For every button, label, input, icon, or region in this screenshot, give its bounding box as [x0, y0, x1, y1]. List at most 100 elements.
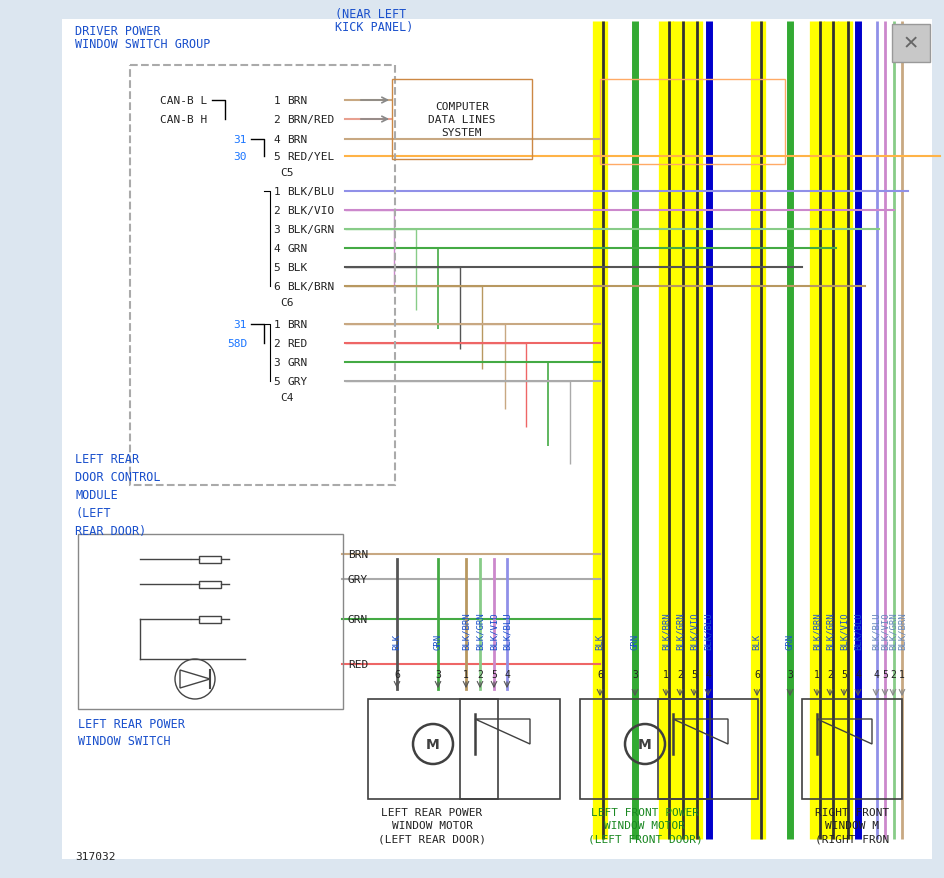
- Text: 3: 3: [273, 357, 279, 368]
- Text: 1: 1: [273, 320, 279, 329]
- Text: BLK/VIO: BLK/VIO: [689, 612, 698, 649]
- Text: 1: 1: [273, 96, 279, 106]
- Bar: [801, 699, 901, 799]
- Text: RED: RED: [347, 659, 368, 669]
- Text: BLK: BLK: [595, 633, 604, 649]
- Text: DRIVER POWER: DRIVER POWER: [75, 25, 160, 38]
- Text: CAN-B H: CAN-B H: [160, 115, 207, 125]
- Bar: [460, 699, 560, 799]
- Text: 5: 5: [491, 669, 497, 680]
- Text: BRN: BRN: [287, 135, 307, 145]
- Text: 1: 1: [273, 187, 279, 197]
- Bar: [891, 25, 929, 63]
- Bar: [130, 66, 395, 486]
- Text: GRN: GRN: [784, 633, 794, 649]
- Text: GRY: GRY: [347, 574, 368, 585]
- Text: (NEAR LEFT: (NEAR LEFT: [334, 8, 406, 21]
- Text: 3: 3: [273, 225, 279, 234]
- Text: C5: C5: [279, 168, 294, 178]
- Text: 5: 5: [840, 669, 846, 680]
- Text: 3: 3: [786, 669, 792, 680]
- Text: 4: 4: [854, 669, 860, 680]
- Text: GRN: GRN: [630, 633, 639, 649]
- Text: LEFT REAR POWER
WINDOW MOTOR
(LEFT REAR DOOR): LEFT REAR POWER WINDOW MOTOR (LEFT REAR …: [378, 807, 485, 844]
- Text: ✕: ✕: [902, 34, 919, 54]
- Text: 5: 5: [273, 377, 279, 386]
- Text: RIGHT FRONT
WINDOW M
(RIGHT FRON: RIGHT FRONT WINDOW M (RIGHT FRON: [814, 807, 888, 844]
- Text: 2: 2: [477, 669, 482, 680]
- Text: RED: RED: [287, 339, 307, 349]
- Text: COMPUTER
DATA LINES
SYSTEM: COMPUTER DATA LINES SYSTEM: [428, 102, 496, 138]
- Bar: [392, 80, 531, 160]
- Text: 1: 1: [463, 669, 468, 680]
- Text: GRN: GRN: [287, 357, 307, 368]
- Text: GRY: GRY: [287, 377, 307, 386]
- Text: BRN: BRN: [347, 550, 368, 559]
- Text: 31: 31: [233, 320, 246, 329]
- Text: 1: 1: [663, 669, 668, 680]
- Text: 4: 4: [503, 669, 510, 680]
- Text: C6: C6: [279, 298, 294, 307]
- Text: BLK/BRN: BLK/BRN: [897, 612, 905, 649]
- Text: C4: C4: [279, 392, 294, 402]
- Text: 2: 2: [676, 669, 683, 680]
- Text: 5: 5: [273, 263, 279, 273]
- Text: BLK/GRN: BLK/GRN: [675, 612, 683, 649]
- Text: BLK: BLK: [751, 633, 761, 649]
- Bar: [199, 581, 221, 588]
- Text: BLK/BRN: BLK/BRN: [287, 282, 334, 291]
- Text: 2: 2: [889, 669, 895, 680]
- Text: 2: 2: [273, 115, 279, 125]
- Bar: [78, 535, 343, 709]
- Text: BLK/GRN: BLK/GRN: [825, 612, 834, 649]
- Text: LEFT REAR
DOOR CONTROL
MODULE
(LEFT
REAR DOOR): LEFT REAR DOOR CONTROL MODULE (LEFT REAR…: [75, 452, 160, 537]
- Text: 58D: 58D: [227, 339, 246, 349]
- Text: 3: 3: [632, 669, 637, 680]
- Text: LEFT FRONT POWER
WINDOW MOTOR
(LEFT FRONT DOOR): LEFT FRONT POWER WINDOW MOTOR (LEFT FRON…: [587, 807, 701, 844]
- Text: 1: 1: [813, 669, 819, 680]
- Text: BLK/BLU: BLK/BLU: [702, 612, 712, 649]
- Text: BLK/BLU: BLK/BLU: [287, 187, 334, 197]
- Text: BLK/BRN: BLK/BRN: [461, 612, 470, 649]
- Text: CAN-B L: CAN-B L: [160, 96, 207, 106]
- Text: GRN: GRN: [287, 244, 307, 254]
- Text: 30: 30: [233, 152, 246, 162]
- Text: 31: 31: [233, 135, 246, 145]
- Text: 4: 4: [704, 669, 710, 680]
- Text: 3: 3: [434, 669, 441, 680]
- Text: BLK/BLU: BLK/BLU: [870, 612, 880, 649]
- Text: BLK/GRN: BLK/GRN: [475, 612, 484, 649]
- Text: 2: 2: [273, 339, 279, 349]
- Text: BLK/GRN: BLK/GRN: [287, 225, 334, 234]
- Text: 6: 6: [273, 282, 279, 291]
- Text: BLK/BRN: BLK/BRN: [812, 612, 820, 649]
- Text: GRN: GRN: [347, 615, 368, 624]
- Bar: [580, 699, 709, 799]
- Text: 4: 4: [273, 135, 279, 145]
- Text: GRN: GRN: [433, 633, 442, 649]
- Bar: [199, 615, 221, 623]
- Text: M: M: [637, 738, 651, 752]
- Text: M: M: [426, 738, 439, 752]
- Text: BLK/VIO: BLK/VIO: [287, 205, 334, 216]
- Text: BLK/BLU: BLK/BLU: [852, 612, 862, 649]
- Text: 5: 5: [690, 669, 697, 680]
- Text: 5: 5: [881, 669, 887, 680]
- Text: BLK: BLK: [392, 633, 401, 649]
- Text: 6: 6: [597, 669, 602, 680]
- Text: 2: 2: [826, 669, 832, 680]
- Text: 6: 6: [753, 669, 759, 680]
- Text: LEFT REAR POWER
WINDOW SWITCH: LEFT REAR POWER WINDOW SWITCH: [78, 717, 185, 747]
- Text: RED/YEL: RED/YEL: [287, 152, 334, 162]
- Text: BRN: BRN: [287, 320, 307, 329]
- Text: BLK/VIO: BLK/VIO: [838, 612, 848, 649]
- Text: KICK PANEL): KICK PANEL): [334, 21, 413, 34]
- Bar: [199, 556, 221, 563]
- Text: 5: 5: [273, 152, 279, 162]
- Text: 2: 2: [273, 205, 279, 216]
- Text: BLK/VIO: BLK/VIO: [489, 612, 498, 649]
- Bar: [657, 699, 757, 799]
- Text: BLK/GRN: BLK/GRN: [887, 612, 897, 649]
- Text: BLK/VIO: BLK/VIO: [880, 612, 888, 649]
- Text: 6: 6: [394, 669, 399, 680]
